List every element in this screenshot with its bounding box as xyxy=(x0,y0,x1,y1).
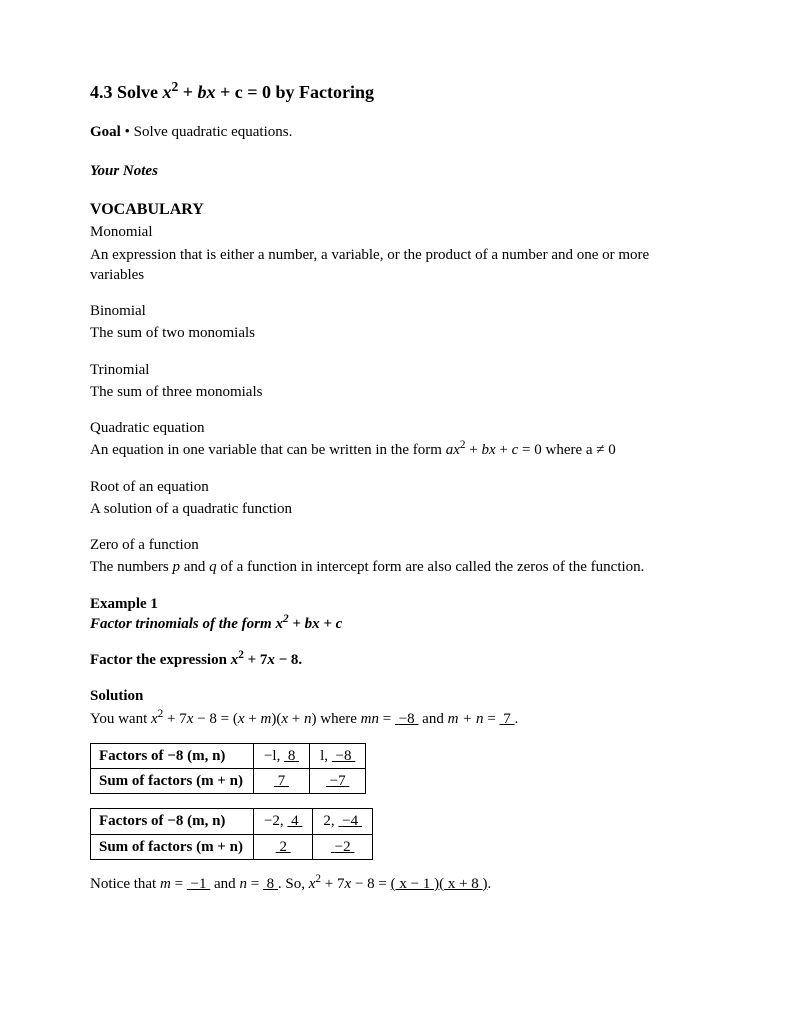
term-name: Quadratic equation xyxy=(90,418,701,438)
term-def: The sum of two monomials xyxy=(90,323,701,343)
table-row: Sum of factors (m + n) 7 −7 xyxy=(91,769,366,794)
cell: −7 xyxy=(310,769,366,794)
cell-val: −2 xyxy=(335,839,351,855)
cell-val: 7 xyxy=(278,773,286,789)
vocab-root: Root of an equation A solution of a quad… xyxy=(90,477,701,520)
sol-t2: where xyxy=(316,711,360,727)
period: . xyxy=(488,876,492,892)
title-suffix: = 0 by Factoring xyxy=(243,82,374,102)
row-label: Sum of factors (m + n) xyxy=(91,834,254,859)
cell-text: 2, xyxy=(323,813,334,829)
solution-label: Solution xyxy=(90,686,701,706)
notice-line: Notice that m = −1 and n = 8 . So, x2 + … xyxy=(90,874,701,894)
eq: = xyxy=(375,876,391,892)
example-title: Factor trinomials of the form x2 + bx + … xyxy=(90,614,701,634)
term-name: Binomial xyxy=(90,301,701,321)
row-label: Factors of −8 (m, n) xyxy=(91,809,254,834)
solution-line: You want x2 + 7x − 8 = (x + m)(x + n) wh… xyxy=(90,709,701,729)
mn-label: mn xyxy=(361,711,379,727)
cell-val: −4 xyxy=(342,813,358,829)
sol-t1: You want xyxy=(90,711,151,727)
def-mid: of a function in intercept form are also… xyxy=(217,559,645,575)
table-row: Factors of −8 (m, n) −2, 4 2, −4 xyxy=(91,809,373,834)
cell: 2 xyxy=(253,834,312,859)
vocab-heading: VOCABULARY xyxy=(90,199,701,221)
factor-1: ( x − 1 ) xyxy=(391,876,439,892)
vocab-zero: Zero of a function The numbers p and q o… xyxy=(90,535,701,578)
term-name: Trinomial xyxy=(90,360,701,380)
mn-value: −8 xyxy=(399,711,415,727)
term-def: An expression that is either a number, a… xyxy=(90,245,701,286)
sol-period: . xyxy=(515,711,519,727)
term-def: An equation in one variable that can be … xyxy=(90,440,701,460)
mpn-value: 7 xyxy=(503,711,511,727)
term-def: A solution of a quadratic function xyxy=(90,499,701,519)
vocab-binomial: Binomial The sum of two monomials xyxy=(90,301,701,344)
row-label: Sum of factors (m + n) xyxy=(91,769,254,794)
eq: = xyxy=(247,876,263,892)
cell: −l, 8 xyxy=(253,743,309,768)
row-label: Factors of −8 (m, n) xyxy=(91,743,254,768)
example-title-prefix: Factor trinomials of the form xyxy=(90,616,275,632)
def-prefix: The numbers xyxy=(90,559,172,575)
cell-val: −8 xyxy=(336,748,352,764)
and: and xyxy=(210,876,239,892)
table-row: Sum of factors (m + n) 2 −2 xyxy=(91,834,373,859)
cell-text: −2, xyxy=(264,813,284,829)
notice-prefix: Notice that xyxy=(90,876,160,892)
factor-2: ( x + 8 ) xyxy=(439,876,487,892)
term-def: The numbers p and q of a function in int… xyxy=(90,557,701,577)
goal-label: Goal xyxy=(90,124,121,140)
mpn-label: m + n xyxy=(448,711,484,727)
title-prefix: 4.3 Solve xyxy=(90,82,163,102)
factor-expression: Factor the expression x2 + 7x − 8. xyxy=(90,650,701,670)
cell: l, −8 xyxy=(310,743,366,768)
vocab-trinomial: Trinomial The sum of three monomials xyxy=(90,360,701,403)
def-suffix: = 0 where a ≠ 0 xyxy=(518,442,616,458)
m-val: −1 xyxy=(191,876,207,892)
page-title: 4.3 Solve x2 + bx + c = 0 by Factoring xyxy=(90,80,701,104)
so: . So, xyxy=(278,876,309,892)
goal-line: Goal • Solve quadratic equations. xyxy=(90,122,701,142)
cell-val: 8 xyxy=(288,748,296,764)
term-def: The sum of three monomials xyxy=(90,382,701,402)
table-row: Factors of −8 (m, n) −l, 8 l, −8 xyxy=(91,743,366,768)
cell: 2, −4 xyxy=(313,809,372,834)
goal-text: Solve quadratic equations. xyxy=(130,124,292,140)
eq: = xyxy=(171,876,187,892)
vocab-quadratic: Quadratic equation An equation in one va… xyxy=(90,418,701,461)
your-notes: Your Notes xyxy=(90,161,701,181)
cell-text: −l, xyxy=(264,748,280,764)
sol-and: and xyxy=(418,711,447,727)
def-prefix: An equation in one variable that can be … xyxy=(90,442,446,458)
vocab-monomial: Monomial An expression that is either a … xyxy=(90,222,701,285)
cell: −2, 4 xyxy=(253,809,312,834)
term-name: Monomial xyxy=(90,222,701,242)
cell-text: l, xyxy=(320,748,328,764)
term-name: Root of an equation xyxy=(90,477,701,497)
cell-val: 4 xyxy=(291,813,299,829)
example-label: Example 1 xyxy=(90,594,701,614)
term-name: Zero of a function xyxy=(90,535,701,555)
factor-prefix: Factor the expression xyxy=(90,652,231,668)
cell-val: −7 xyxy=(330,773,346,789)
cell: −2 xyxy=(313,834,372,859)
factors-table-1: Factors of −8 (m, n) −l, 8 l, −8 Sum of … xyxy=(90,743,366,795)
cell-val: 2 xyxy=(279,839,287,855)
n-val: 8 xyxy=(267,876,275,892)
factors-table-2: Factors of −8 (m, n) −2, 4 2, −4 Sum of … xyxy=(90,808,373,860)
cell: 7 xyxy=(253,769,309,794)
